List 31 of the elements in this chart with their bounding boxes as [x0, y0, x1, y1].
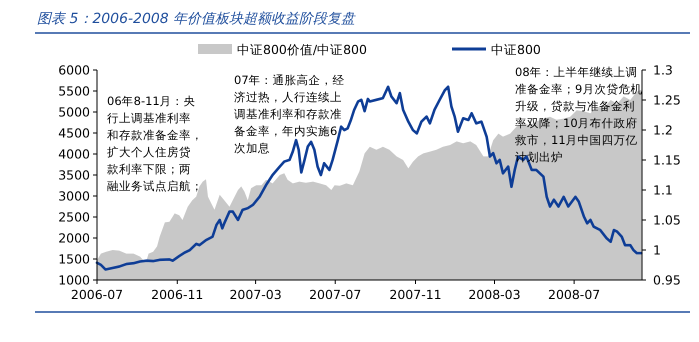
- y-tick-label: 5500: [58, 84, 90, 98]
- y-tick-label: 3000: [58, 188, 90, 204]
- y-tick-label: 3500: [58, 168, 90, 182]
- x-tick-label: 2007-07: [309, 287, 362, 302]
- y-tick-label: 6000: [58, 62, 90, 78]
- x-tick-label: 2008-03: [468, 287, 521, 302]
- y-tick-label: 2000: [58, 230, 90, 246]
- y-tick-label: 2500: [58, 210, 90, 224]
- x-tick-label: 2008-07: [548, 287, 600, 302]
- y-tick-label: 4000: [58, 146, 90, 162]
- y-tick-label: 1000: [58, 272, 90, 288]
- y2-tick-label: 1.15: [653, 152, 681, 168]
- y-tick-label: 1500: [58, 252, 90, 266]
- y2-tick-label: 1.1: [653, 182, 673, 198]
- y2-tick-label: 1: [653, 242, 661, 258]
- y-tick-label: 5000: [58, 104, 90, 120]
- chart-title: 图表 5：2006-2008 年价值板块超额收益阶段复盘: [37, 11, 356, 27]
- x-tick-label: 2006-07: [70, 287, 124, 302]
- legend-label: 中证800: [491, 42, 541, 57]
- y2-tick-label: 1.05: [653, 212, 681, 228]
- x-tick-label: 2006-11: [151, 287, 204, 302]
- y2-tick-label: 0.95: [653, 272, 681, 288]
- annotation: 06年8-11月：央行上调基准利率和存款准备金率，扩大个人住房贷款利率下限；两融业务试点启航；: [107, 94, 203, 193]
- annotation: 07年：通胀高企，经济过热，人行连续上调基准利率和存款准备金率，年内实施6次加息: [234, 73, 345, 155]
- y-tick-label: 4500: [58, 126, 90, 140]
- x-tick-label: 2007-03: [229, 287, 282, 302]
- y2-tick-label: 1.3: [653, 62, 673, 78]
- x-tick-label: 2007-11: [389, 287, 442, 302]
- y2-tick-label: 1.25: [653, 92, 681, 108]
- y2-tick-label: 1.2: [653, 122, 673, 138]
- legend-label: 中证800价值/中证800: [237, 42, 367, 57]
